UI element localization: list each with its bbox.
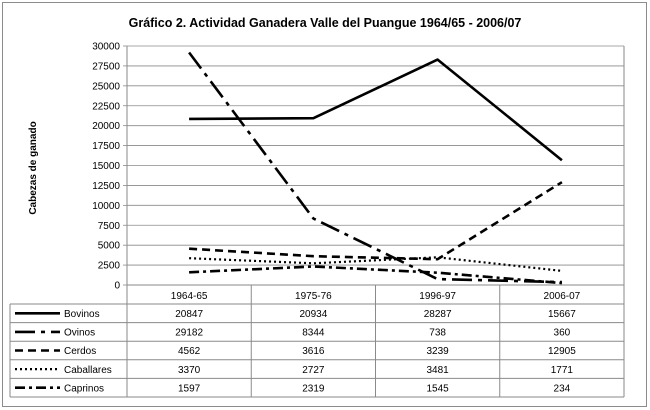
data-label: 3481 bbox=[427, 365, 450, 376]
legend-entry: Ovinos bbox=[64, 328, 95, 339]
x-category-label: 2006-07 bbox=[544, 291, 581, 302]
data-label: 360 bbox=[554, 328, 571, 339]
y-tick-label: 0 bbox=[114, 281, 120, 292]
data-label: 1545 bbox=[427, 383, 450, 394]
data-label: 2319 bbox=[302, 383, 325, 394]
series-line bbox=[189, 181, 563, 261]
gridlines bbox=[126, 45, 625, 285]
y-axis-label: Cabezas de ganado bbox=[28, 121, 39, 214]
legend-entry: Caballares bbox=[64, 365, 112, 376]
series-lines bbox=[188, 51, 563, 285]
y-tick-label: 2500 bbox=[98, 261, 121, 272]
data-label: 29182 bbox=[175, 328, 203, 339]
data-label: 12905 bbox=[548, 346, 576, 357]
data-label: 20934 bbox=[299, 309, 327, 320]
x-category-label: 1996-97 bbox=[419, 291, 456, 302]
series-line bbox=[188, 51, 562, 284]
data-label: 28287 bbox=[424, 309, 452, 320]
x-category-label: 1975-76 bbox=[295, 291, 332, 302]
data-label: 3616 bbox=[302, 346, 325, 357]
y-tick-label: 30000 bbox=[92, 42, 120, 53]
y-tick-label: 7500 bbox=[98, 221, 121, 232]
y-tick-label: 27500 bbox=[92, 61, 120, 72]
y-tick-label: 10000 bbox=[92, 201, 120, 212]
y-tick-label: 20000 bbox=[92, 121, 120, 132]
y-tick-label: 25000 bbox=[92, 81, 120, 92]
y-tick-label: 22500 bbox=[92, 101, 120, 112]
data-label: 3370 bbox=[178, 365, 201, 376]
data-label: 20847 bbox=[175, 309, 203, 320]
data-label: 15667 bbox=[548, 309, 576, 320]
y-tick-label: 17500 bbox=[92, 141, 120, 152]
series-line bbox=[189, 256, 563, 272]
legend-entry: Bovinos bbox=[64, 309, 100, 320]
y-axis-ticks: 0 2500 5000 7500 10000 12500 15000 17500 20000 22… bbox=[92, 42, 127, 292]
data-label: 738 bbox=[429, 328, 446, 339]
legend-entry: Cerdos bbox=[64, 346, 96, 357]
chart-title: Gráfico 2. Actividad Ganadera Valle del … bbox=[129, 16, 522, 30]
data-label: 8344 bbox=[302, 328, 325, 339]
data-label: 1597 bbox=[178, 383, 201, 394]
y-tick-label: 5000 bbox=[98, 241, 121, 252]
y-tick-label: 12500 bbox=[92, 181, 120, 192]
data-label: 2727 bbox=[302, 365, 325, 376]
x-category-label: 1964-65 bbox=[171, 291, 208, 302]
data-label: 4562 bbox=[178, 346, 201, 357]
series-line bbox=[189, 58, 563, 162]
data-label: 3239 bbox=[427, 346, 450, 357]
data-label: 234 bbox=[554, 383, 571, 394]
data-table: 1964-65 1975-76 1996-97 2006-07 Bovinos 20847… bbox=[9, 284, 625, 398]
y-tick-label: 15000 bbox=[92, 161, 120, 172]
data-label: 1771 bbox=[551, 365, 574, 376]
legend-entry: Caprinos bbox=[64, 383, 104, 394]
